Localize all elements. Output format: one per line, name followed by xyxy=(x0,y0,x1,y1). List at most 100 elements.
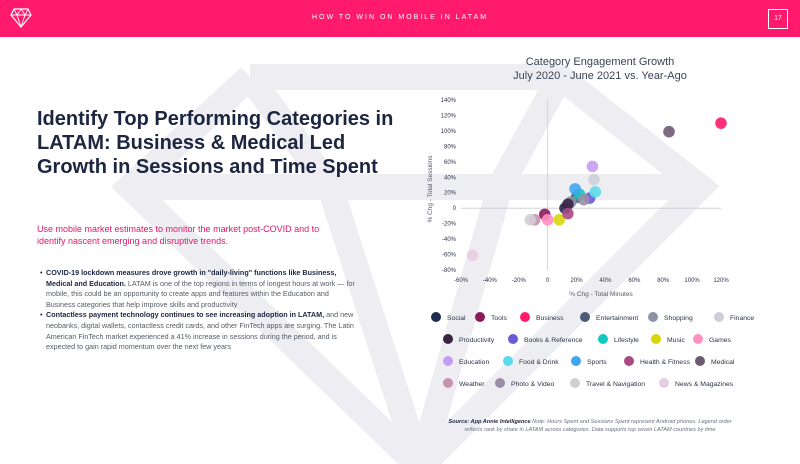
legend-label: Travel & Navigation xyxy=(586,381,646,388)
x-tick-label: -40% xyxy=(483,278,498,284)
y-tick-label: 80% xyxy=(444,144,457,150)
legend-label: Weather xyxy=(459,381,485,388)
source-note: Source: App Annie Intelligence Note: Hou… xyxy=(440,418,740,434)
x-tick-label: 120% xyxy=(713,278,729,284)
legend-label: Lifestyle xyxy=(614,337,639,344)
x-tick-label: 80% xyxy=(657,278,670,284)
legend-label: Sports xyxy=(587,359,607,366)
legend-label: Games xyxy=(709,337,731,344)
y-tick-label: 140% xyxy=(441,98,457,104)
chart-title: Category Engagement Growth xyxy=(525,56,675,68)
bullet-list: COVID-19 lockdown measures drove growth … xyxy=(40,268,360,353)
data-point-finance xyxy=(588,173,600,186)
legend-label: Books & Reference xyxy=(524,337,583,344)
y-tick-label: 60% xyxy=(444,160,457,166)
data-point-medical xyxy=(663,125,675,138)
legend-swatch xyxy=(443,334,453,345)
legend-label: Medical xyxy=(711,359,735,366)
chart-subtitle: July 2020 - June 2021 vs. Year-Ago xyxy=(513,70,687,82)
legend-item: Books & Reference xyxy=(508,334,583,347)
data-point-productivity xyxy=(562,198,574,211)
legend-swatch xyxy=(648,312,658,323)
legend-item: Finance xyxy=(714,312,755,325)
legend-swatch xyxy=(443,378,453,389)
legend-label: Food & Drink xyxy=(519,359,559,366)
legend-item: Sports xyxy=(571,356,607,369)
y-tick-label: -20% xyxy=(442,222,457,228)
legend-swatch xyxy=(475,312,485,323)
legend-label: Music xyxy=(667,337,685,344)
data-point-games xyxy=(541,213,554,226)
legend-swatch xyxy=(520,312,530,323)
x-tick-label: 40% xyxy=(599,278,612,284)
chart-title-block: Category Engagement Growth July 2020 - J… xyxy=(470,55,730,83)
legend-swatch xyxy=(580,312,590,323)
legend-label: Shopping xyxy=(664,315,693,322)
legend-label: Photo & Video xyxy=(511,381,555,388)
x-tick-label: -60% xyxy=(454,278,469,284)
legend-item: Business xyxy=(520,312,564,325)
legend-swatch xyxy=(693,334,703,345)
data-point-sports xyxy=(569,183,581,195)
legend-swatch xyxy=(695,356,705,367)
x-tick-label: 0 xyxy=(546,278,550,284)
x-tick-label: 20% xyxy=(571,278,584,284)
y-axis-label: % Chg - Total Sessions xyxy=(427,155,434,223)
legend-swatch xyxy=(503,356,513,367)
legend-swatch xyxy=(508,334,518,345)
legend-label: News & Magazines xyxy=(675,381,734,388)
legend-item: Tools xyxy=(475,312,507,325)
data-point-travel-navigation xyxy=(524,213,537,226)
data-point-news-magazines xyxy=(466,249,479,262)
x-tick-label: 60% xyxy=(628,278,641,284)
legend-label: Tools xyxy=(491,315,507,322)
source-label: Source: App Annie Intelligence xyxy=(448,419,531,425)
diamond-logo-icon xyxy=(10,8,32,28)
legend-item: Lifestyle xyxy=(598,334,639,347)
source-text: Note: Hours Spent and Sessions Spent rep… xyxy=(464,419,732,433)
data-point-health-fitness xyxy=(562,207,574,220)
legend-item: Photo & Video xyxy=(495,378,555,391)
header-title: HOW TO WIN ON MOBILE IN LATAM xyxy=(311,14,489,21)
legend-item: Weather xyxy=(443,378,485,391)
data-point-business xyxy=(715,117,727,129)
page-number: 17 xyxy=(768,9,788,29)
legend-label: Business xyxy=(536,315,564,322)
y-tick-label: 20% xyxy=(444,191,457,197)
legend-swatch xyxy=(571,356,581,367)
legend-item: News & Magazines xyxy=(659,378,734,391)
y-tick-label: -40% xyxy=(442,237,457,243)
data-point-food-drink xyxy=(589,186,602,198)
legend-label: Social xyxy=(447,315,466,322)
x-axis-label: % Chg - Total Minutes xyxy=(569,291,633,298)
data-point-photo-video xyxy=(577,193,590,206)
header-bar: HOW TO WIN ON MOBILE IN LATAM 17 xyxy=(0,0,800,37)
y-tick-label: 100% xyxy=(441,129,457,135)
legend-item: Entertainment xyxy=(580,312,638,325)
legend-swatch xyxy=(443,356,453,367)
y-tick-label: -60% xyxy=(442,253,457,259)
bullet-lead: COVID-19 lockdown measures drove growth … xyxy=(46,268,337,288)
bullet-lead: Contactless payment technology continues… xyxy=(46,310,325,320)
legend-item: Medical xyxy=(695,356,735,369)
legend-label: Finance xyxy=(730,315,755,322)
legend-swatch xyxy=(495,378,505,389)
bullet-item: COVID-19 lockdown measures drove growth … xyxy=(40,268,360,310)
y-tick-label: 120% xyxy=(441,113,457,119)
legend-label: Productivity xyxy=(459,337,495,344)
legend-item: Social xyxy=(431,312,466,325)
x-tick-label: -20% xyxy=(512,278,527,284)
legend-item: Education xyxy=(443,356,489,369)
legend-item: Games xyxy=(693,334,731,347)
legend-item: Travel & Navigation xyxy=(570,378,646,391)
legend-swatch xyxy=(431,312,441,323)
legend-item: Health & Fitness xyxy=(624,356,690,369)
legend-item: Shopping xyxy=(648,312,693,325)
page-subheadline: Use mobile market estimates to monitor t… xyxy=(37,224,320,246)
y-tick-label: 0 xyxy=(453,206,457,212)
data-point-music xyxy=(553,213,566,226)
legend-label: Health & Fitness xyxy=(640,359,690,366)
legend-swatch xyxy=(714,312,724,323)
legend-swatch xyxy=(651,334,661,345)
